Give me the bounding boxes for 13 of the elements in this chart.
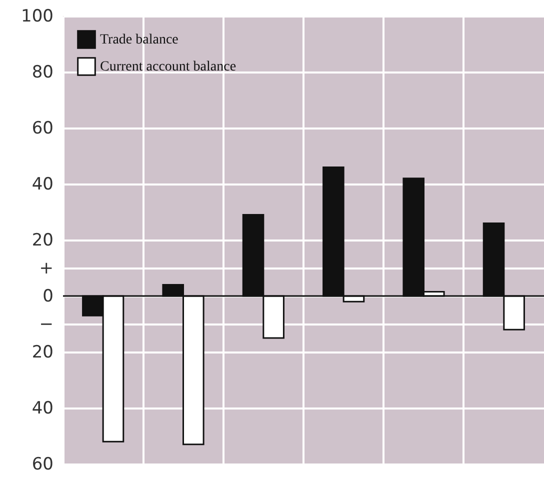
y-tick-label: 0 bbox=[42, 286, 54, 306]
y-tick-label: 20 bbox=[32, 230, 54, 250]
y-tick-label: 40 bbox=[32, 398, 54, 418]
y-tick-label: 100 bbox=[21, 6, 54, 26]
y-tick-label: 60 bbox=[32, 118, 54, 138]
y-tick-label: 40 bbox=[32, 174, 54, 194]
y-tick-label: 80 bbox=[32, 62, 54, 82]
y-tick-label: 20 bbox=[32, 342, 54, 362]
legend-label: Current account balance bbox=[100, 60, 236, 74]
y-tick-label: 60 bbox=[32, 454, 54, 474]
y-tick-label: + bbox=[39, 258, 54, 278]
legend-label: Trade balance bbox=[100, 32, 178, 48]
y-tick-label: − bbox=[39, 314, 54, 334]
